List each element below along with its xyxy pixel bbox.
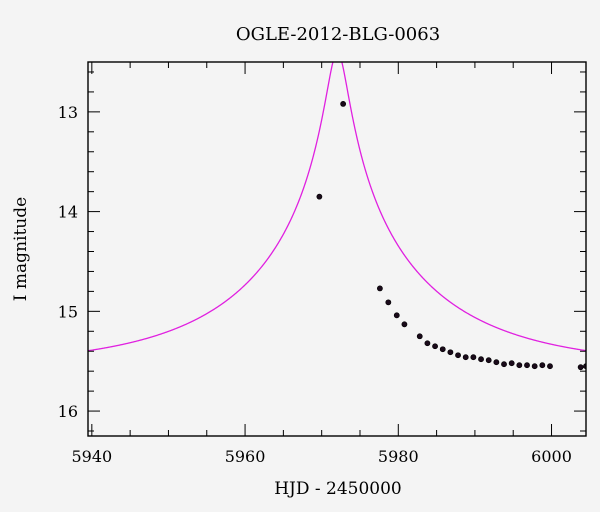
data-point: [393, 312, 400, 319]
data-point: [485, 357, 492, 364]
data-point: [493, 359, 500, 366]
x-tick-label: 5940: [71, 447, 112, 466]
x-tick-label: 5960: [225, 447, 266, 466]
data-point: [524, 362, 530, 369]
data-point: [470, 354, 477, 361]
data-point: [577, 364, 584, 371]
data-point: [447, 349, 454, 356]
data-point: [501, 361, 507, 368]
y-tick-label: 15: [58, 302, 78, 321]
model-curve: [88, 62, 586, 352]
data-point: [462, 354, 469, 361]
chart-title: OGLE-2012-BLG-0063: [236, 24, 440, 45]
data-point: [539, 362, 546, 369]
data-point: [531, 363, 538, 370]
data-point: [455, 352, 461, 359]
plot-frame: [87, 61, 587, 437]
data-point: [401, 321, 408, 328]
x-tick-label: 5980: [378, 447, 419, 466]
y-tick-label: 13: [58, 103, 78, 122]
data-point: [439, 346, 446, 353]
data-point: [416, 333, 423, 340]
data-point: [316, 193, 323, 200]
data-point: [432, 343, 438, 350]
data-point: [547, 363, 553, 370]
data-point: [424, 340, 431, 347]
data-point: [508, 360, 515, 367]
y-axis-label: I magnitude: [11, 197, 31, 301]
x-tick-label: 6000: [531, 447, 572, 466]
x-axis-label: HJD - 2450000: [274, 479, 402, 499]
data-point: [385, 299, 392, 306]
data-point: [478, 356, 484, 363]
data-point: [376, 285, 383, 292]
y-tick-label: 14: [58, 203, 78, 222]
data-point: [516, 362, 523, 369]
data-point: [340, 100, 347, 107]
y-tick-label: 16: [58, 402, 78, 421]
